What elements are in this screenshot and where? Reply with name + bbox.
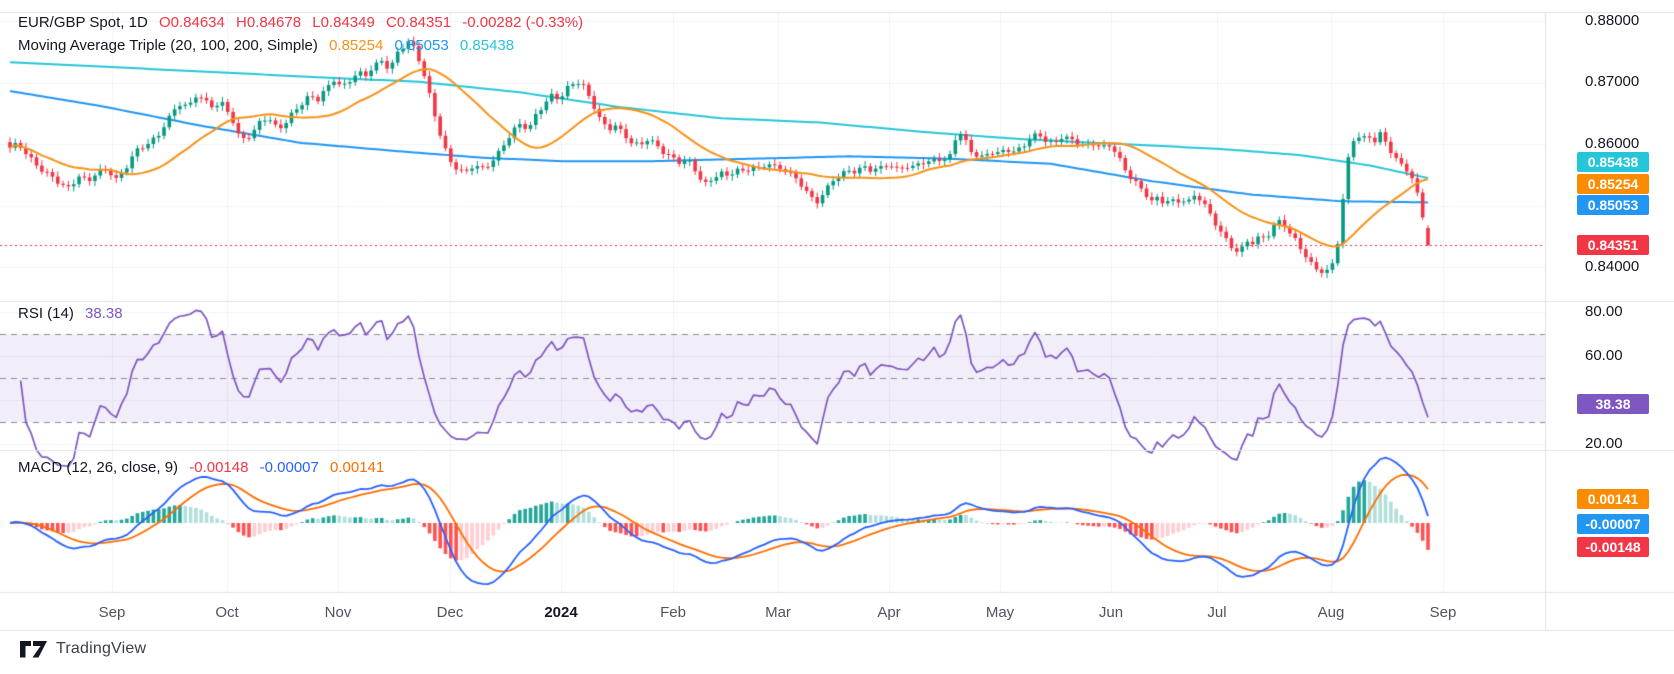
rsi-axis-label: 80.00 bbox=[1585, 303, 1623, 320]
last-price-badge: 0.84351 bbox=[1577, 235, 1649, 255]
time-axis-month-label: Mar bbox=[765, 604, 791, 621]
tradingview-logo-icon bbox=[20, 640, 47, 657]
tradingview-logo-text: TradingView bbox=[56, 640, 147, 657]
ma100-price-badge: 0.85053 bbox=[1577, 195, 1649, 215]
rsi-axis-label: 60.00 bbox=[1585, 347, 1623, 364]
price-axis-label: 0.88000 bbox=[1585, 12, 1640, 29]
macd-signal-badge: 0.00141 bbox=[1577, 489, 1649, 509]
tradingview-attribution[interactable]: TradingView bbox=[20, 640, 146, 658]
macd-title[interactable]: MACD (12, 26, close, 9) bbox=[18, 459, 179, 476]
symbol-legend[interactable]: EUR/GBP Spot, 1D O0.84634 H0.84678 L0.84… bbox=[18, 14, 590, 31]
ohlc-high: H0.84678 bbox=[236, 14, 302, 31]
time-axis-month-label: Dec bbox=[436, 604, 464, 621]
time-axis-month-label: Oct bbox=[215, 604, 239, 621]
time-axis-month-label: Nov bbox=[324, 604, 352, 621]
time-axis-month-label: Feb bbox=[660, 604, 686, 621]
macd-signal-value: 0.00141 bbox=[330, 459, 385, 476]
time-axis-month-label: Aug bbox=[1317, 604, 1345, 621]
ma20-price-badge: 0.85254 bbox=[1577, 174, 1649, 194]
ma200-price-badge: 0.85438 bbox=[1577, 152, 1649, 172]
rsi-value: 38.38 bbox=[85, 305, 123, 322]
ohlc-close: C0.84351 bbox=[386, 14, 452, 31]
ma100-value: 0.85053 bbox=[394, 37, 449, 54]
rsi-title[interactable]: RSI (14) bbox=[18, 305, 74, 322]
ma-triple-legend[interactable]: Moving Average Triple (20, 100, 200, Sim… bbox=[18, 37, 521, 54]
ohlc-low: L0.84349 bbox=[312, 14, 375, 31]
ma-triple-title[interactable]: Moving Average Triple (20, 100, 200, Sim… bbox=[18, 37, 318, 54]
macd-legend[interactable]: MACD (12, 26, close, 9) -0.00148 -0.0000… bbox=[18, 459, 391, 476]
rsi-value-badge: 38.38 bbox=[1577, 394, 1649, 414]
time-axis-month-label: Jul bbox=[1207, 604, 1227, 621]
ma20-value: 0.85254 bbox=[329, 37, 384, 54]
macd-line-badge: -0.00007 bbox=[1577, 514, 1649, 534]
rsi-axis-label: 20.00 bbox=[1585, 435, 1623, 452]
macd-line-value: -0.00007 bbox=[259, 459, 319, 476]
time-axis-month-label: May bbox=[985, 604, 1015, 621]
rsi-legend[interactable]: RSI (14) 38.38 bbox=[18, 305, 130, 322]
time-axis-month-label: Sep bbox=[98, 604, 126, 621]
time-axis-month-label: 2024 bbox=[544, 604, 578, 621]
symbol-title[interactable]: EUR/GBP Spot, 1D bbox=[18, 14, 148, 31]
price-axis-label: 0.86000 bbox=[1585, 135, 1640, 152]
time-axis-month-label: Apr bbox=[877, 604, 901, 621]
price-axis-label: 0.87000 bbox=[1585, 73, 1640, 90]
ohlc-open: O0.84634 bbox=[158, 14, 225, 31]
time-axis-month-label: Sep bbox=[1429, 604, 1457, 621]
macd-hist-badge: -0.00148 bbox=[1577, 537, 1649, 557]
ma200-value: 0.85438 bbox=[459, 37, 515, 54]
time-axis-month-label: Jun bbox=[1098, 604, 1124, 621]
macd-hist-value: -0.00148 bbox=[189, 459, 249, 476]
change-value: -0.00282 (-0.33%) bbox=[462, 14, 584, 31]
price-axis-label: 0.84000 bbox=[1585, 258, 1640, 275]
